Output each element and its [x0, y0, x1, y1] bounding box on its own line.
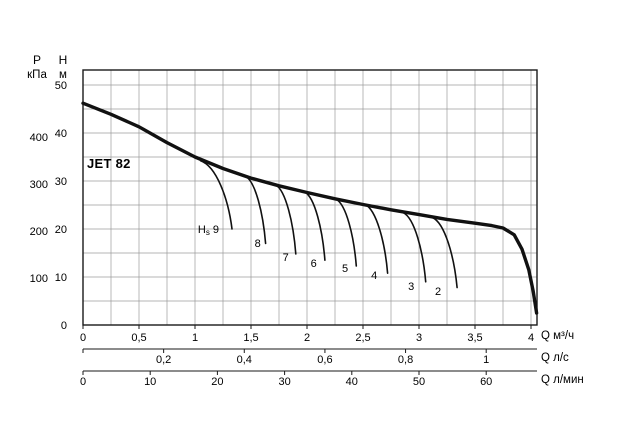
head-axis-unit: м	[59, 69, 67, 81]
svg-text:6: 6	[311, 258, 317, 270]
svg-text:Hs 9: Hs 9	[198, 224, 219, 237]
svg-text:3: 3	[408, 281, 414, 293]
svg-text:0: 0	[80, 376, 86, 388]
svg-text:40: 40	[346, 376, 358, 388]
svg-text:5: 5	[342, 263, 348, 275]
head-axis-symbol: H	[58, 53, 68, 67]
svg-text:1: 1	[192, 332, 198, 344]
svg-text:40: 40	[55, 128, 67, 140]
svg-text:100: 100	[30, 273, 48, 285]
flow-axis-unit-lmin: Q л/мин	[541, 374, 584, 386]
svg-text:0: 0	[80, 332, 86, 344]
svg-text:1: 1	[483, 354, 489, 366]
svg-text:50: 50	[413, 376, 425, 388]
svg-text:400: 400	[30, 132, 48, 144]
svg-text:10: 10	[55, 272, 67, 284]
svg-text:30: 30	[55, 176, 67, 188]
pressure-axis-unit: кПа	[27, 69, 47, 81]
svg-text:0,2: 0,2	[156, 354, 171, 366]
svg-text:3: 3	[416, 332, 422, 344]
svg-text:1,5: 1,5	[243, 332, 258, 344]
svg-text:2: 2	[304, 332, 310, 344]
flow-axis-unit-m3h: Q м³/ч	[541, 330, 575, 342]
svg-text:0,5: 0,5	[131, 332, 146, 344]
svg-text:2,5: 2,5	[355, 332, 370, 344]
svg-text:3,5: 3,5	[467, 332, 482, 344]
svg-text:300: 300	[30, 179, 48, 191]
svg-text:0,6: 0,6	[317, 354, 332, 366]
svg-text:4: 4	[528, 332, 534, 344]
svg-text:2: 2	[435, 286, 441, 298]
svg-text:0,4: 0,4	[237, 354, 252, 366]
flow-axis-unit-ls: Q л/с	[541, 352, 569, 364]
svg-text:0,8: 0,8	[398, 354, 413, 366]
svg-text:4: 4	[371, 270, 377, 282]
svg-text:0: 0	[61, 320, 67, 332]
svg-text:7: 7	[283, 252, 289, 264]
chart-title: JET 82	[87, 156, 131, 171]
svg-text:20: 20	[55, 224, 67, 236]
svg-text:8: 8	[255, 238, 261, 250]
svg-text:20: 20	[211, 376, 223, 388]
svg-text:60: 60	[480, 376, 492, 388]
pressure-axis-symbol: P	[32, 53, 41, 67]
svg-text:200: 200	[30, 226, 48, 238]
svg-text:30: 30	[278, 376, 290, 388]
svg-text:50: 50	[55, 80, 67, 92]
svg-text:10: 10	[144, 376, 156, 388]
